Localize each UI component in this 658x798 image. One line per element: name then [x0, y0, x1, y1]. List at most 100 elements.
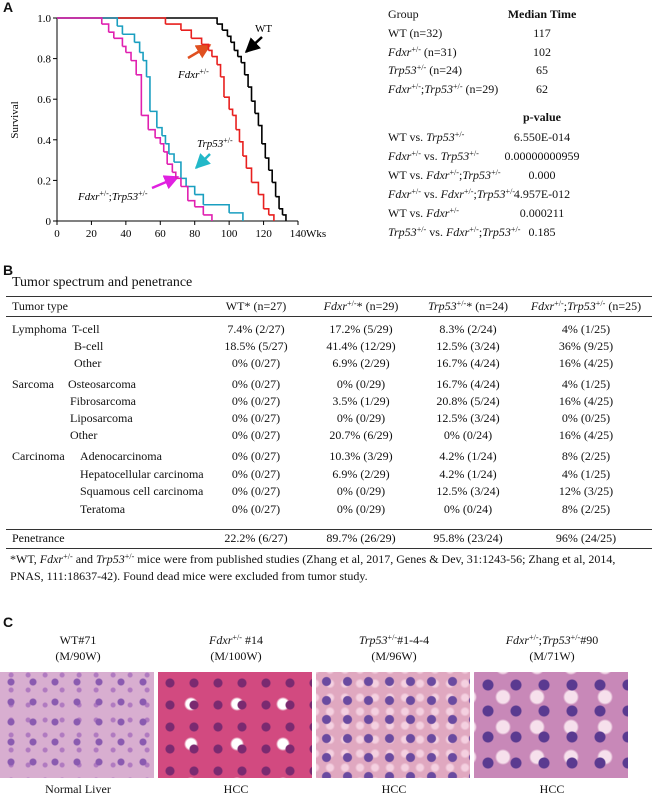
- tumor-value: 16.7% (4/24): [436, 356, 500, 370]
- survival-step: [117, 25, 124, 35]
- tumor-value: 3.5% (1/29): [332, 394, 390, 408]
- p-value: 6.550E-014: [513, 130, 571, 144]
- survival-step: [279, 208, 284, 215]
- y-tick-label: 0: [46, 216, 52, 228]
- x-tick-label: 60: [155, 228, 167, 240]
- tumor-value: 10.3% (3/29): [329, 449, 393, 463]
- survival-step: [194, 205, 205, 215]
- survival-step: [191, 37, 203, 45]
- tumor-value: 41.4% (12/29): [326, 339, 396, 353]
- tumor-value: 6.9% (2/29): [332, 467, 390, 481]
- median-value: 102: [533, 44, 551, 59]
- tumor-value: 16% (4/25): [558, 394, 614, 408]
- table-header: p-value: [522, 110, 562, 124]
- image-title: Fdxr+/- #14: [209, 632, 263, 647]
- median-value: 62: [536, 81, 548, 96]
- tumor-type: B-cell: [74, 339, 104, 353]
- tumor-value: 4% (1/25): [561, 467, 611, 481]
- tumor-value: 12% (3/25): [558, 484, 614, 498]
- tumor-value: 0% (0/24): [443, 428, 493, 442]
- y-tick-label: 0.8: [37, 54, 51, 66]
- tumor-type: Hepatocellular carcinoma: [80, 467, 204, 481]
- survival-step: [186, 185, 196, 195]
- comparison-label: Trp53+/- vs. Fdxr+/-;Trp53+/-: [388, 224, 521, 239]
- survival-step: [208, 49, 213, 57]
- survival-step: [180, 177, 187, 187]
- tumor-type: Squamous cell carcinoma: [80, 484, 204, 498]
- tumor-type: T-cell: [72, 322, 100, 336]
- y-tick-label: 0.4: [37, 135, 51, 147]
- x-tick-label: 100: [221, 228, 238, 240]
- tumor-type: Osteosarcoma: [68, 377, 136, 391]
- penetrance-value: 22.2% (6/27): [224, 531, 288, 545]
- survival-step: [175, 177, 182, 187]
- survival-step: [217, 23, 224, 31]
- image-caption: HCC: [539, 782, 565, 796]
- tumor-value: 18.5% (5/27): [224, 339, 288, 353]
- table-title: Tumor spectrum and penetrance: [12, 275, 193, 290]
- survival-step: [236, 128, 241, 142]
- table-header: Fdxr+/-;Trp53+/- (n=25): [530, 298, 642, 313]
- tumor-type: Liposarcoma: [70, 411, 133, 425]
- image-caption: Normal Liver: [45, 782, 111, 796]
- row-label: Penetrance: [12, 531, 65, 545]
- survival-step: [261, 143, 267, 159]
- comparison-label: Fdxr+/- vs. Fdxr+/-;Trp53+/-: [388, 186, 516, 201]
- tumor-type: Teratoma: [80, 502, 126, 516]
- survival-step: [187, 199, 196, 207]
- survival-step: [222, 29, 229, 37]
- table-header: Fdxr+/-* (n=29): [323, 298, 399, 313]
- survival-step: [263, 208, 270, 215]
- median-value: 117: [533, 26, 551, 40]
- survival-step: [155, 136, 162, 144]
- y-axis-label: Survival: [9, 101, 21, 138]
- tumor-value: 36% (9/25): [558, 339, 614, 353]
- tumor-value: 12.5% (3/24): [436, 411, 500, 425]
- tumor-type: Other: [70, 428, 98, 442]
- tumor-value: 0% (0/29): [336, 411, 386, 425]
- survival-step: [244, 74, 249, 88]
- tumor-value: 0% (0/29): [336, 484, 386, 498]
- group-label: Fdxr+/-;Trp53+/- (n=29): [388, 81, 499, 96]
- survival-step: [174, 161, 182, 179]
- survival-step: [239, 141, 244, 157]
- tumor-value: 0% (0/25): [561, 411, 611, 425]
- survival-step: [254, 112, 260, 126]
- penetrance-value: 96% (24/25): [555, 531, 617, 545]
- histology-image: [316, 672, 470, 778]
- survival-step: [122, 45, 127, 53]
- tumor-value: 0% (0/27): [231, 411, 281, 425]
- penetrance-value: 89.7% (26/29): [326, 531, 396, 545]
- survival-step: [251, 100, 256, 114]
- tumor-value: 0% (0/27): [231, 502, 281, 516]
- table-rule: [6, 316, 652, 317]
- survival-step: [194, 193, 205, 205]
- survival-step: [234, 49, 239, 57]
- tumor-value: 0% (0/27): [231, 377, 281, 391]
- survival-step: [258, 124, 263, 144]
- image-subtitle: (M/96W): [371, 649, 417, 663]
- survival-step: [211, 55, 218, 65]
- survival-step: [217, 63, 222, 77]
- panel-label: A: [3, 0, 14, 15]
- survival-step: [241, 61, 246, 75]
- survival-chart: 0 0.2 0.4 0.6 0.8 1.0 0 20 40 60 80 100 120 140 Wks Sur…: [9, 13, 326, 240]
- histology-image: [474, 672, 628, 778]
- survival-step: [113, 37, 124, 47]
- tumor-value: 12.5% (3/24): [436, 339, 500, 353]
- tumor-value: 8% (2/25): [561, 502, 611, 516]
- survival-step: [229, 108, 234, 116]
- penetrance-value: 95.8% (23/24): [433, 531, 503, 545]
- table-header: Group: [388, 7, 419, 21]
- p-value: 4.957E-012: [513, 187, 571, 201]
- y-tick-label: 1.0: [37, 13, 51, 25]
- p-value: 0.000211: [519, 206, 565, 220]
- annotation-arrows: [151, 36, 263, 190]
- series-label: WT: [255, 23, 272, 35]
- histology-image: [158, 672, 312, 778]
- survival-step: [227, 35, 232, 43]
- p-value: 0.185: [528, 225, 556, 239]
- histology-image: [0, 672, 154, 778]
- tumor-value: 0% (0/29): [336, 502, 386, 516]
- tumor-group: Sarcoma: [12, 377, 54, 391]
